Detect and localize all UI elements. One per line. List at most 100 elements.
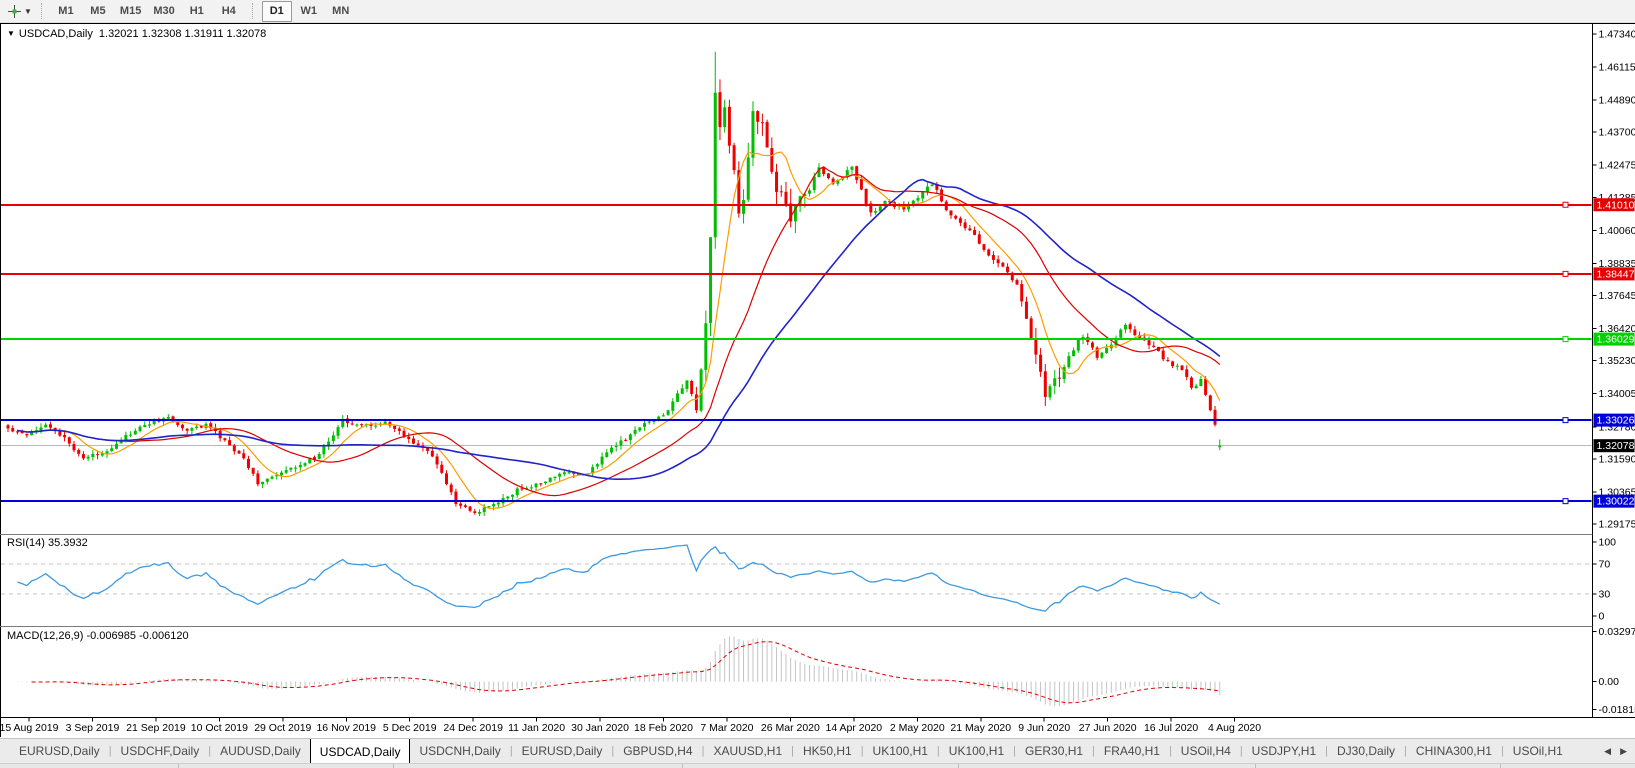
svg-text:1.46115: 1.46115 xyxy=(1599,62,1635,74)
macd-signal-line xyxy=(31,641,1220,704)
svg-text:1.42475: 1.42475 xyxy=(1599,160,1635,172)
svg-text:10 Oct 2019: 10 Oct 2019 xyxy=(191,722,248,734)
chart-tab-bar: EURUSD,Daily | USDCHF,Daily | AUDUSD,Daily US… xyxy=(0,738,1635,763)
timeframe-button-h1[interactable]: H1 xyxy=(189,4,204,17)
rsi-line xyxy=(17,544,1221,612)
svg-text:18 Feb 2020: 18 Feb 2020 xyxy=(634,722,693,734)
svg-text:1.47340: 1.47340 xyxy=(1599,29,1635,41)
ma-line-1 xyxy=(17,166,1221,497)
svg-text:30: 30 xyxy=(1599,588,1611,600)
svg-text:4 Aug 2020: 4 Aug 2020 xyxy=(1208,722,1261,734)
svg-text:3 Sep 2019: 3 Sep 2019 xyxy=(66,722,120,734)
hline-handle[interactable] xyxy=(1562,498,1569,505)
svg-text:1.30022: 1.30022 xyxy=(1597,496,1635,508)
svg-text:0.00: 0.00 xyxy=(1599,676,1620,688)
svg-text:1.33026: 1.33026 xyxy=(1597,415,1635,427)
svg-text:24 Dec 2019: 24 Dec 2019 xyxy=(443,722,503,734)
svg-text:14 Apr 2020: 14 Apr 2020 xyxy=(826,722,883,734)
tab-separator: | xyxy=(1013,745,1017,757)
chart-tab-xauusd-h1[interactable]: XAUUSD,H1 xyxy=(713,744,783,758)
svg-text:1.35230: 1.35230 xyxy=(1599,355,1635,367)
svg-text:1.40060: 1.40060 xyxy=(1599,225,1635,237)
svg-text:1.31590: 1.31590 xyxy=(1599,453,1635,465)
svg-text:1.43700: 1.43700 xyxy=(1599,127,1635,139)
timeframe-button-m30[interactable]: M30 xyxy=(153,4,175,17)
tab-separator: | xyxy=(791,745,794,757)
chart-title: ▼ USDCAD,Daily 1.32021 1.32308 1.31911 1.3… xyxy=(7,28,266,40)
tab-separator: | xyxy=(509,745,513,757)
date-axis[interactable]: 15 Aug 2019 3 Sep 2019 21 Sep 2019 10 Oct 2… xyxy=(0,718,1261,734)
timeframe-button-w1[interactable]: W1 xyxy=(300,4,317,17)
timeframe-button-mn[interactable]: MN xyxy=(332,4,350,17)
timeframe-button-m1[interactable]: M1 xyxy=(58,4,74,17)
symbol-period-label: USDCAD,Daily xyxy=(18,28,93,40)
chart-tab-gbpusd-h4[interactable]: GBPUSD,H4 xyxy=(623,744,693,758)
hline-handle[interactable] xyxy=(1562,201,1569,208)
svg-text:1.38835: 1.38835 xyxy=(1599,258,1635,270)
moving-averages-layer xyxy=(17,150,1221,509)
toolbar-grip xyxy=(40,3,43,19)
chart-tab-usdcnh-daily[interactable]: USDCNH,Daily xyxy=(419,744,501,758)
crosshair-tool-icon[interactable] xyxy=(5,3,23,19)
svg-text:1.36420: 1.36420 xyxy=(1599,323,1635,335)
toolbar-dropdown-caret[interactable]: ▼ xyxy=(24,6,32,16)
chart-tab-fra40-h1[interactable]: FRA40,H1 xyxy=(1103,744,1160,758)
svg-text:29 Oct 2019: 29 Oct 2019 xyxy=(254,722,311,734)
chart-tab-usoil-h4[interactable]: USOil,H4 xyxy=(1180,744,1231,758)
chart-tab-uk100-h1[interactable]: UK100,H1 xyxy=(872,744,928,758)
tab-scroll-left-icon[interactable]: ◀ xyxy=(1604,745,1612,756)
chart-canvas[interactable]: 1.473401.461151.448901.437001.424751.412… xyxy=(0,0,1635,738)
chart-tab-china300-h1[interactable]: CHINA300,H1 xyxy=(1415,744,1492,758)
chart-tab-hk50-h1[interactable]: HK50,H1 xyxy=(802,744,852,758)
rsi-indicator-label: RSI(14) 35.3932 xyxy=(7,537,88,549)
timeframe-button-m5[interactable]: M5 xyxy=(90,4,106,17)
tab-separator: | xyxy=(860,745,864,757)
chart-tab-eurusd-daily[interactable]: EURUSD,Daily xyxy=(521,744,603,758)
chart-tab-uk100-h1[interactable]: UK100,H1 xyxy=(948,744,1005,758)
macd-indicator-label: MACD(12,26,9) -0.006985 -0.006120 xyxy=(7,630,189,642)
chart-tab-usdchf-daily[interactable]: USDCHF,Daily xyxy=(120,744,200,758)
tab-scroll-right-icon[interactable]: ▶ xyxy=(1620,745,1627,756)
tab-separator: | xyxy=(701,745,705,757)
svg-text:16 Jul 2020: 16 Jul 2020 xyxy=(1144,722,1198,734)
chart-tab-dj30-daily[interactable]: DJ30,Daily xyxy=(1337,744,1396,758)
svg-text:9 Jun 2020: 9 Jun 2020 xyxy=(1018,722,1070,734)
tab-separator: | xyxy=(1239,745,1243,757)
tab-separator: | xyxy=(108,745,112,757)
svg-text:1.41010: 1.41010 xyxy=(1597,199,1635,211)
chart-tab-eurusd-daily[interactable]: EURUSD,Daily xyxy=(19,744,100,758)
chart-tab-usdjpy-h1[interactable]: USDJPY,H1 xyxy=(1251,744,1317,758)
svg-text:1.37645: 1.37645 xyxy=(1599,290,1635,302)
hline-handle[interactable] xyxy=(1562,270,1569,277)
price-axis[interactable]: 1.473401.461151.448901.437001.424751.412… xyxy=(1592,29,1635,716)
tab-separator: | xyxy=(936,745,940,757)
hline-handle[interactable] xyxy=(1562,417,1569,424)
chart-tab-usoil-h1[interactable]: USOil,H1 xyxy=(1512,744,1563,758)
svg-text:70: 70 xyxy=(1599,559,1611,571)
timeframe-button-m15[interactable]: M15 xyxy=(119,4,142,17)
svg-text:11 Jan 2020: 11 Jan 2020 xyxy=(508,722,565,734)
svg-text:21 May 2020: 21 May 2020 xyxy=(950,722,1011,734)
svg-text:1.38447: 1.38447 xyxy=(1597,268,1635,280)
svg-text:15 Aug 2019: 15 Aug 2019 xyxy=(0,722,59,734)
toolbar-grip xyxy=(251,3,254,19)
svg-text:7 Mar 2020: 7 Mar 2020 xyxy=(700,722,753,734)
svg-text:30 Jan 2020: 30 Jan 2020 xyxy=(571,722,629,734)
tab-separator: | xyxy=(1500,745,1504,757)
svg-text:-0.01815: -0.01815 xyxy=(1599,704,1635,716)
tab-separator: | xyxy=(208,745,212,757)
chart-tab-audusd-daily[interactable]: AUDUSD,Daily xyxy=(220,744,301,758)
chart-tab-usdcad-daily[interactable]: USDCAD,Daily xyxy=(309,739,411,763)
hline-handle[interactable] xyxy=(1562,336,1569,343)
timeframe-button-d1[interactable]: D1 xyxy=(261,0,292,22)
tab-scroll-buttons: ◀ ▶ xyxy=(1596,739,1635,763)
svg-text:0.032972: 0.032972 xyxy=(1599,626,1635,638)
chart-tab-ger30-h1[interactable]: GER30,H1 xyxy=(1025,744,1084,758)
svg-text:2 May 2020: 2 May 2020 xyxy=(890,722,945,734)
svg-text:5 Dec 2019: 5 Dec 2019 xyxy=(383,722,437,734)
timeframe-button-h4[interactable]: H4 xyxy=(221,4,236,17)
timeframe-buttons: M1 M5 M15 M30 H1 H4 D1 W1 MN xyxy=(50,0,357,22)
tab-separator: | xyxy=(1168,745,1172,757)
symbol-dropdown-icon[interactable]: ▼ xyxy=(7,29,15,38)
